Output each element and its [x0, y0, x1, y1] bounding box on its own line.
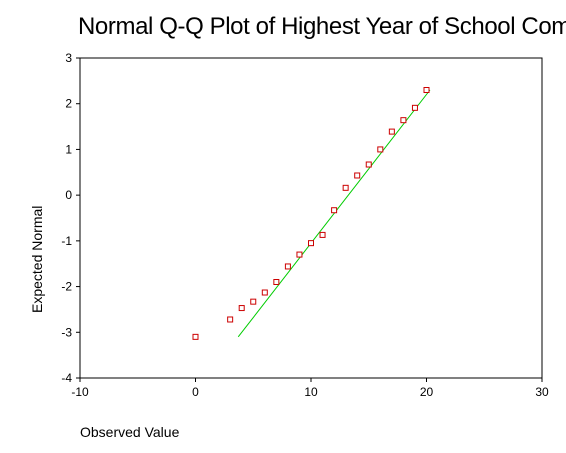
- data-point: [400, 117, 407, 124]
- data-point: [365, 161, 372, 168]
- data-point: [261, 289, 268, 296]
- data-point: [284, 263, 291, 270]
- data-point: [354, 172, 361, 179]
- y-tick-label: 2: [65, 97, 72, 111]
- data-point: [377, 146, 384, 153]
- plot-area-frame: [79, 57, 543, 379]
- data-point: [388, 128, 395, 135]
- y-tick-label: -4: [61, 371, 72, 385]
- y-tick-label: -2: [61, 280, 72, 294]
- y-tick-label: 3: [65, 51, 72, 65]
- data-point: [423, 87, 430, 93]
- data-point: [331, 207, 338, 214]
- data-point: [192, 333, 199, 340]
- data-point: [227, 316, 234, 323]
- y-tick-label: 1: [65, 142, 72, 156]
- x-tick-label: -10: [71, 385, 89, 399]
- y-tick-label: -3: [61, 325, 72, 339]
- y-tick-label: -1: [61, 234, 72, 248]
- data-point: [296, 251, 303, 258]
- data-point: [319, 231, 326, 238]
- data-point: [250, 298, 257, 305]
- data-points-group: [192, 87, 430, 340]
- reference-line: [237, 89, 431, 338]
- data-point: [238, 305, 245, 312]
- data-point: [411, 104, 418, 111]
- chart-title: Normal Q-Q Plot of Highest Year of Schoo…: [78, 13, 566, 40]
- data-point: [273, 279, 280, 285]
- x-tick-label: 0: [192, 385, 199, 399]
- reference-line-group: [237, 89, 431, 338]
- y-axis-ticks: 3 2 1 0 -1 -2 -3 -4: [61, 51, 80, 385]
- x-tick-label: 30: [535, 385, 549, 399]
- x-tick-label: 20: [420, 385, 434, 399]
- y-tick-label: 0: [65, 188, 72, 202]
- x-tick-label: 10: [304, 385, 318, 399]
- y-axis-label: Expected Normal: [29, 206, 45, 313]
- data-point: [342, 184, 349, 191]
- x-axis-label: Observed Value: [80, 424, 180, 440]
- data-point: [308, 240, 314, 247]
- x-axis-ticks: -10 0 10 20 30: [71, 378, 549, 399]
